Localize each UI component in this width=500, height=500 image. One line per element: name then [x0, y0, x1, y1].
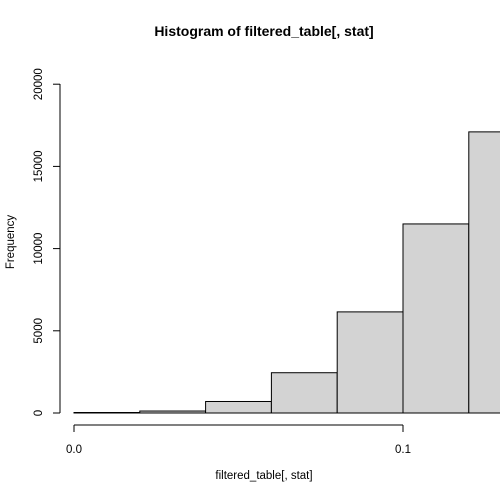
y-tick-label-0: 0 [33, 410, 45, 416]
histogram-bar-4 [336, 311, 404, 414]
histogram-bar-1 [139, 410, 207, 414]
histogram-bars [73, 131, 500, 414]
x-tick-label-0: 0.0 [66, 444, 82, 456]
y-tick-label-1: 5000 [33, 318, 45, 344]
y-axis-ticks: 0 5000 10000 15000 20000 [33, 68, 60, 416]
histogram-bar-3 [270, 372, 338, 414]
histogram-bar-0 [73, 412, 141, 414]
histogram-bar-6 [468, 131, 500, 414]
chart-title: Histogram of filtered_table[, stat] [154, 23, 373, 39]
y-tick-label-3: 15000 [33, 150, 45, 182]
y-axis-label: Frequency [5, 215, 17, 270]
y-tick-label-2: 10000 [33, 233, 45, 265]
histogram-bar-5 [402, 223, 470, 414]
x-axis-label: filtered_table[, stat] [215, 470, 312, 482]
x-tick-label-1: 0.1 [395, 444, 411, 456]
x-axis-ticks: 0.00.10.20.30.4 [66, 425, 411, 456]
histogram-bar-2 [205, 400, 272, 414]
y-tick-label-4: 20000 [33, 68, 45, 100]
